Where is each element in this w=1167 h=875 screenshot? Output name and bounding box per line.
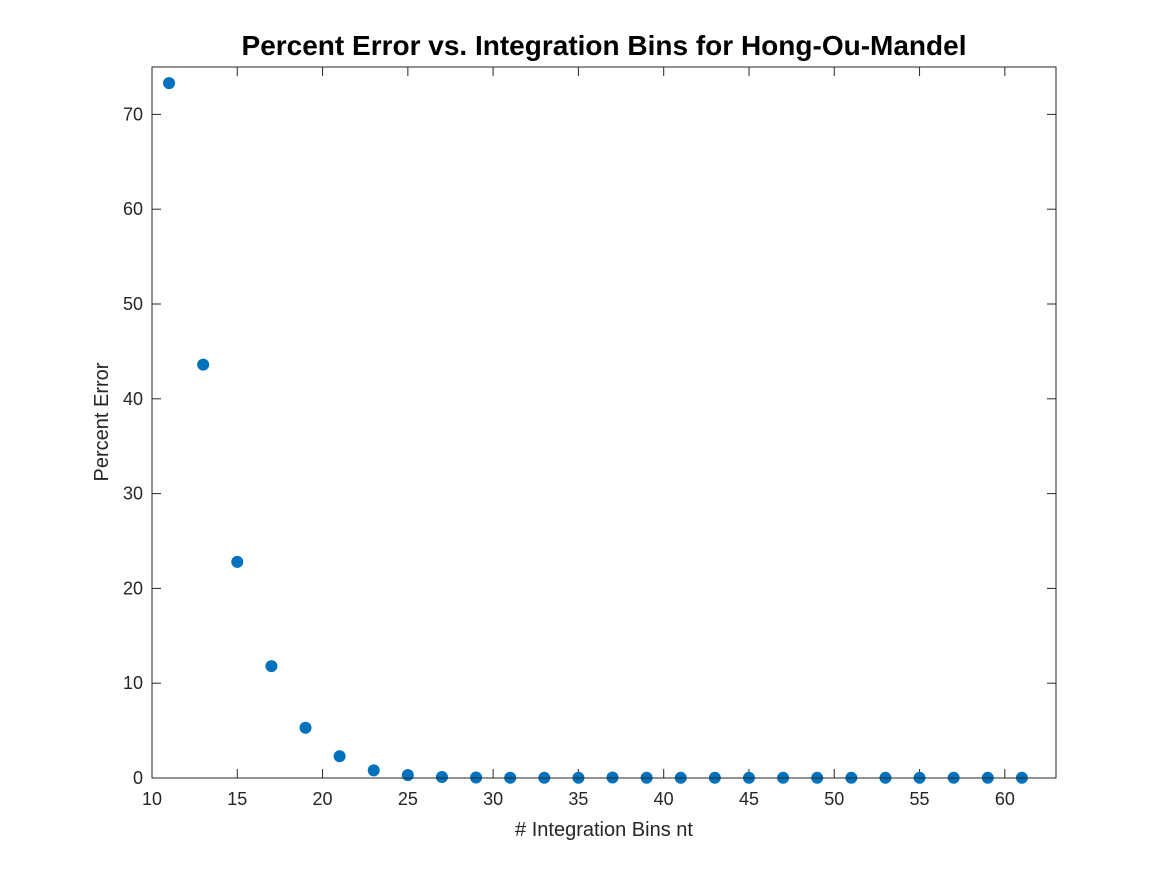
data-point	[367, 764, 380, 777]
y-tick-label: 50	[123, 294, 143, 314]
y-tick-label: 0	[133, 768, 143, 788]
y-axis-label: Percent Error	[91, 362, 113, 481]
data-point	[435, 771, 448, 784]
x-axis-label: # Integration Bins nt	[515, 819, 693, 841]
x-tick-label: 40	[654, 789, 674, 809]
plot-area-background	[152, 67, 1056, 778]
y-tick-label: 40	[123, 389, 143, 409]
data-point	[163, 77, 176, 90]
x-tick-label: 50	[824, 789, 844, 809]
y-tick-label: 60	[123, 199, 143, 219]
x-tick-label: 45	[739, 789, 759, 809]
plot-area-border	[151, 66, 1057, 779]
x-tick-label: 55	[910, 789, 930, 809]
data-point	[197, 358, 210, 371]
chart-title: Percent Error vs. Integration Bins for H…	[242, 30, 967, 61]
y-tick-label: 10	[123, 673, 143, 693]
data-point	[231, 555, 244, 568]
x-tick-label: 35	[568, 789, 588, 809]
x-tick-label: 10	[142, 789, 162, 809]
x-tick-label: 30	[483, 789, 503, 809]
y-tick-label: 20	[123, 578, 143, 598]
x-tick-label: 15	[227, 789, 247, 809]
x-tick-label: 25	[398, 789, 418, 809]
y-tick-label: 70	[123, 104, 143, 124]
data-point	[265, 660, 278, 673]
y-tick-label: 30	[123, 484, 143, 504]
data-point	[333, 750, 346, 763]
data-point	[401, 769, 414, 782]
x-tick-label: 60	[995, 789, 1015, 809]
data-point	[299, 721, 312, 734]
x-tick-label: 20	[313, 789, 333, 809]
